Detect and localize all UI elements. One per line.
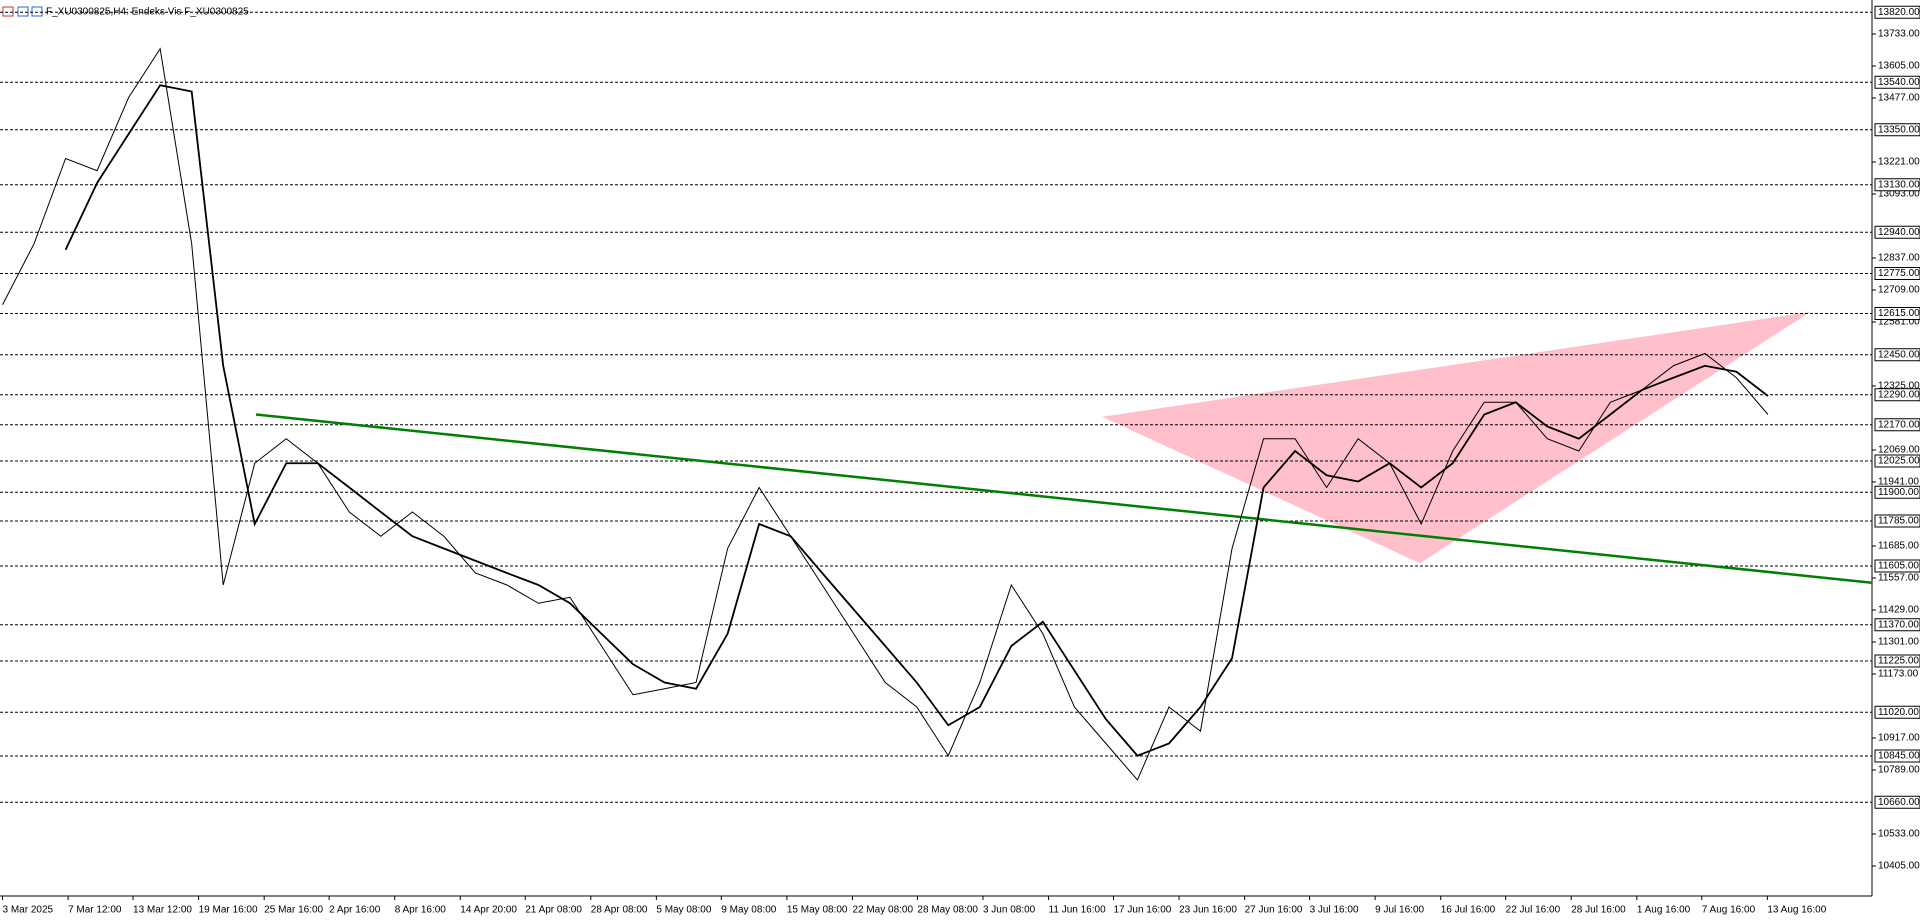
y-tick-label: 11557.00	[1878, 573, 1919, 584]
price-line	[2, 47, 1769, 781]
level-label: 13130.00	[1878, 179, 1920, 190]
y-tick-label: 10533.00	[1878, 829, 1920, 840]
y-tick-label: 10789.00	[1878, 765, 1920, 776]
x-tick-label: 13 Aug 16:00	[1767, 905, 1826, 916]
y-tick-label: 12837.00	[1878, 253, 1920, 264]
y-tick-label: 12581.00	[1878, 317, 1920, 328]
level-label-box	[1874, 178, 1920, 192]
y-tick-label: 11173.00	[1878, 669, 1919, 680]
level-label: 12615.00	[1878, 308, 1920, 319]
level-label-box	[1874, 307, 1920, 320]
x-tick-label: 14 Apr 20:00	[460, 905, 517, 916]
x-tick-label: 25 Mar 16:00	[264, 905, 323, 916]
x-tick-label: 27 Jun 16:00	[1245, 905, 1303, 916]
wedge	[1102, 312, 1811, 564]
level-label-box	[1874, 418, 1920, 432]
x-tick-label: 2 Apr 16:00	[329, 905, 381, 916]
x-tick-label: 23 Jun 16:00	[1179, 905, 1237, 916]
x-tick-label: 22 Jul 16:00	[1506, 905, 1561, 916]
level-label-box	[1874, 559, 1920, 573]
level-label-box	[1874, 654, 1920, 668]
level-label: 13350.00	[1878, 124, 1920, 135]
y-tick-label: 10405.00	[1878, 861, 1920, 872]
y-tick-label: 13221.00	[1878, 157, 1920, 168]
x-tick-label: 3 Jul 16:00	[1310, 905, 1359, 916]
level-label: 12775.00	[1878, 268, 1920, 279]
x-tick-label: 9 May 08:00	[721, 905, 776, 916]
level-label-box	[1874, 749, 1920, 763]
y-tick-label: 12069.00	[1878, 445, 1920, 456]
x-tick-label: 28 Apr 08:00	[591, 905, 648, 916]
x-tick-label: 28 May 08:00	[917, 905, 978, 916]
y-tick-label: 13093.00	[1878, 189, 1920, 200]
chart-title: F_XU0300825,H4: Endeks Vis F_XU0300825	[46, 7, 249, 18]
y-tick-label: 13605.00	[1878, 61, 1920, 72]
x-tick-label: 3 Jun 08:00	[983, 905, 1036, 916]
level-label: 11785.00	[1878, 516, 1919, 527]
x-tick-label: 22 May 08:00	[852, 905, 913, 916]
x-tick-label: 17 Jun 16:00	[1113, 905, 1171, 916]
level-label: 11370.00	[1878, 619, 1919, 630]
y-tick-label: 11941.00	[1878, 477, 1919, 488]
level-label: 12025.00	[1878, 456, 1920, 467]
trendline	[255, 413, 1873, 584]
level-label-box	[1874, 348, 1920, 362]
x-tick-label: 11 Jun 16:00	[1049, 905, 1107, 916]
y-tick-label: 12325.00	[1878, 381, 1920, 392]
x-tick-label: 13 Mar 12:00	[133, 905, 192, 916]
y-tick-label: 11301.00	[1878, 637, 1919, 648]
level-label-box	[1874, 705, 1920, 719]
icon	[2, 6, 14, 17]
x-tick-label: 9 Jul 16:00	[1375, 905, 1424, 916]
icon	[31, 6, 43, 17]
x-tick-label: 7 Mar 12:00	[68, 905, 122, 916]
x-tick-label: 15 May 08:00	[787, 905, 848, 916]
level-label: 11605.00	[1878, 561, 1919, 572]
x-tick-label: 1 Aug 16:00	[1637, 905, 1691, 916]
level-label: 13540.00	[1878, 77, 1920, 88]
level-label: 13820.00	[1878, 7, 1920, 18]
level-label-box	[1874, 618, 1920, 632]
level-label: 10660.00	[1878, 797, 1920, 808]
y-tick-label: 13733.00	[1878, 29, 1920, 40]
level-label-box	[1874, 514, 1920, 528]
level-label-box	[1874, 225, 1920, 239]
level-label: 11020.00	[1878, 707, 1919, 718]
icon	[17, 6, 29, 17]
y-tick-label: 12709.00	[1878, 285, 1920, 296]
level-label-box	[1874, 267, 1920, 280]
level-label-box	[1874, 75, 1920, 89]
level-label-box	[1874, 485, 1920, 499]
level-label-box	[1874, 5, 1920, 19]
x-tick-label: 7 Aug 16:00	[1702, 905, 1756, 916]
x-tick-label: 28 Jul 16:00	[1571, 905, 1626, 916]
x-tick-label: 5 May 08:00	[656, 905, 711, 916]
moving-average	[64, 84, 1769, 757]
level-label: 12940.00	[1878, 227, 1920, 238]
level-label: 11225.00	[1878, 656, 1919, 667]
level-label-box	[1874, 795, 1920, 809]
x-tick-label: 16 Jul 16:00	[1441, 905, 1496, 916]
x-tick-label: 19 Mar 16:00	[199, 905, 258, 916]
level-label-box	[1874, 388, 1920, 402]
level-label: 11900.00	[1878, 487, 1919, 498]
y-tick-label: 11429.00	[1878, 605, 1919, 616]
y-tick-label: 13477.00	[1878, 93, 1920, 104]
y-tick-label: 10917.00	[1878, 733, 1920, 744]
x-tick-label: 21 Apr 08:00	[525, 905, 582, 916]
level-label-box	[1874, 123, 1920, 137]
level-label: 10845.00	[1878, 751, 1920, 762]
level-label: 12290.00	[1878, 389, 1920, 400]
y-tick-label: 11685.00	[1878, 541, 1919, 552]
level-label: 12450.00	[1878, 349, 1920, 360]
x-tick-label: 8 Apr 16:00	[395, 905, 447, 916]
level-label: 12170.00	[1878, 419, 1920, 430]
x-tick-label: 3 Mar 2025	[3, 905, 54, 916]
level-label-box	[1874, 454, 1920, 468]
